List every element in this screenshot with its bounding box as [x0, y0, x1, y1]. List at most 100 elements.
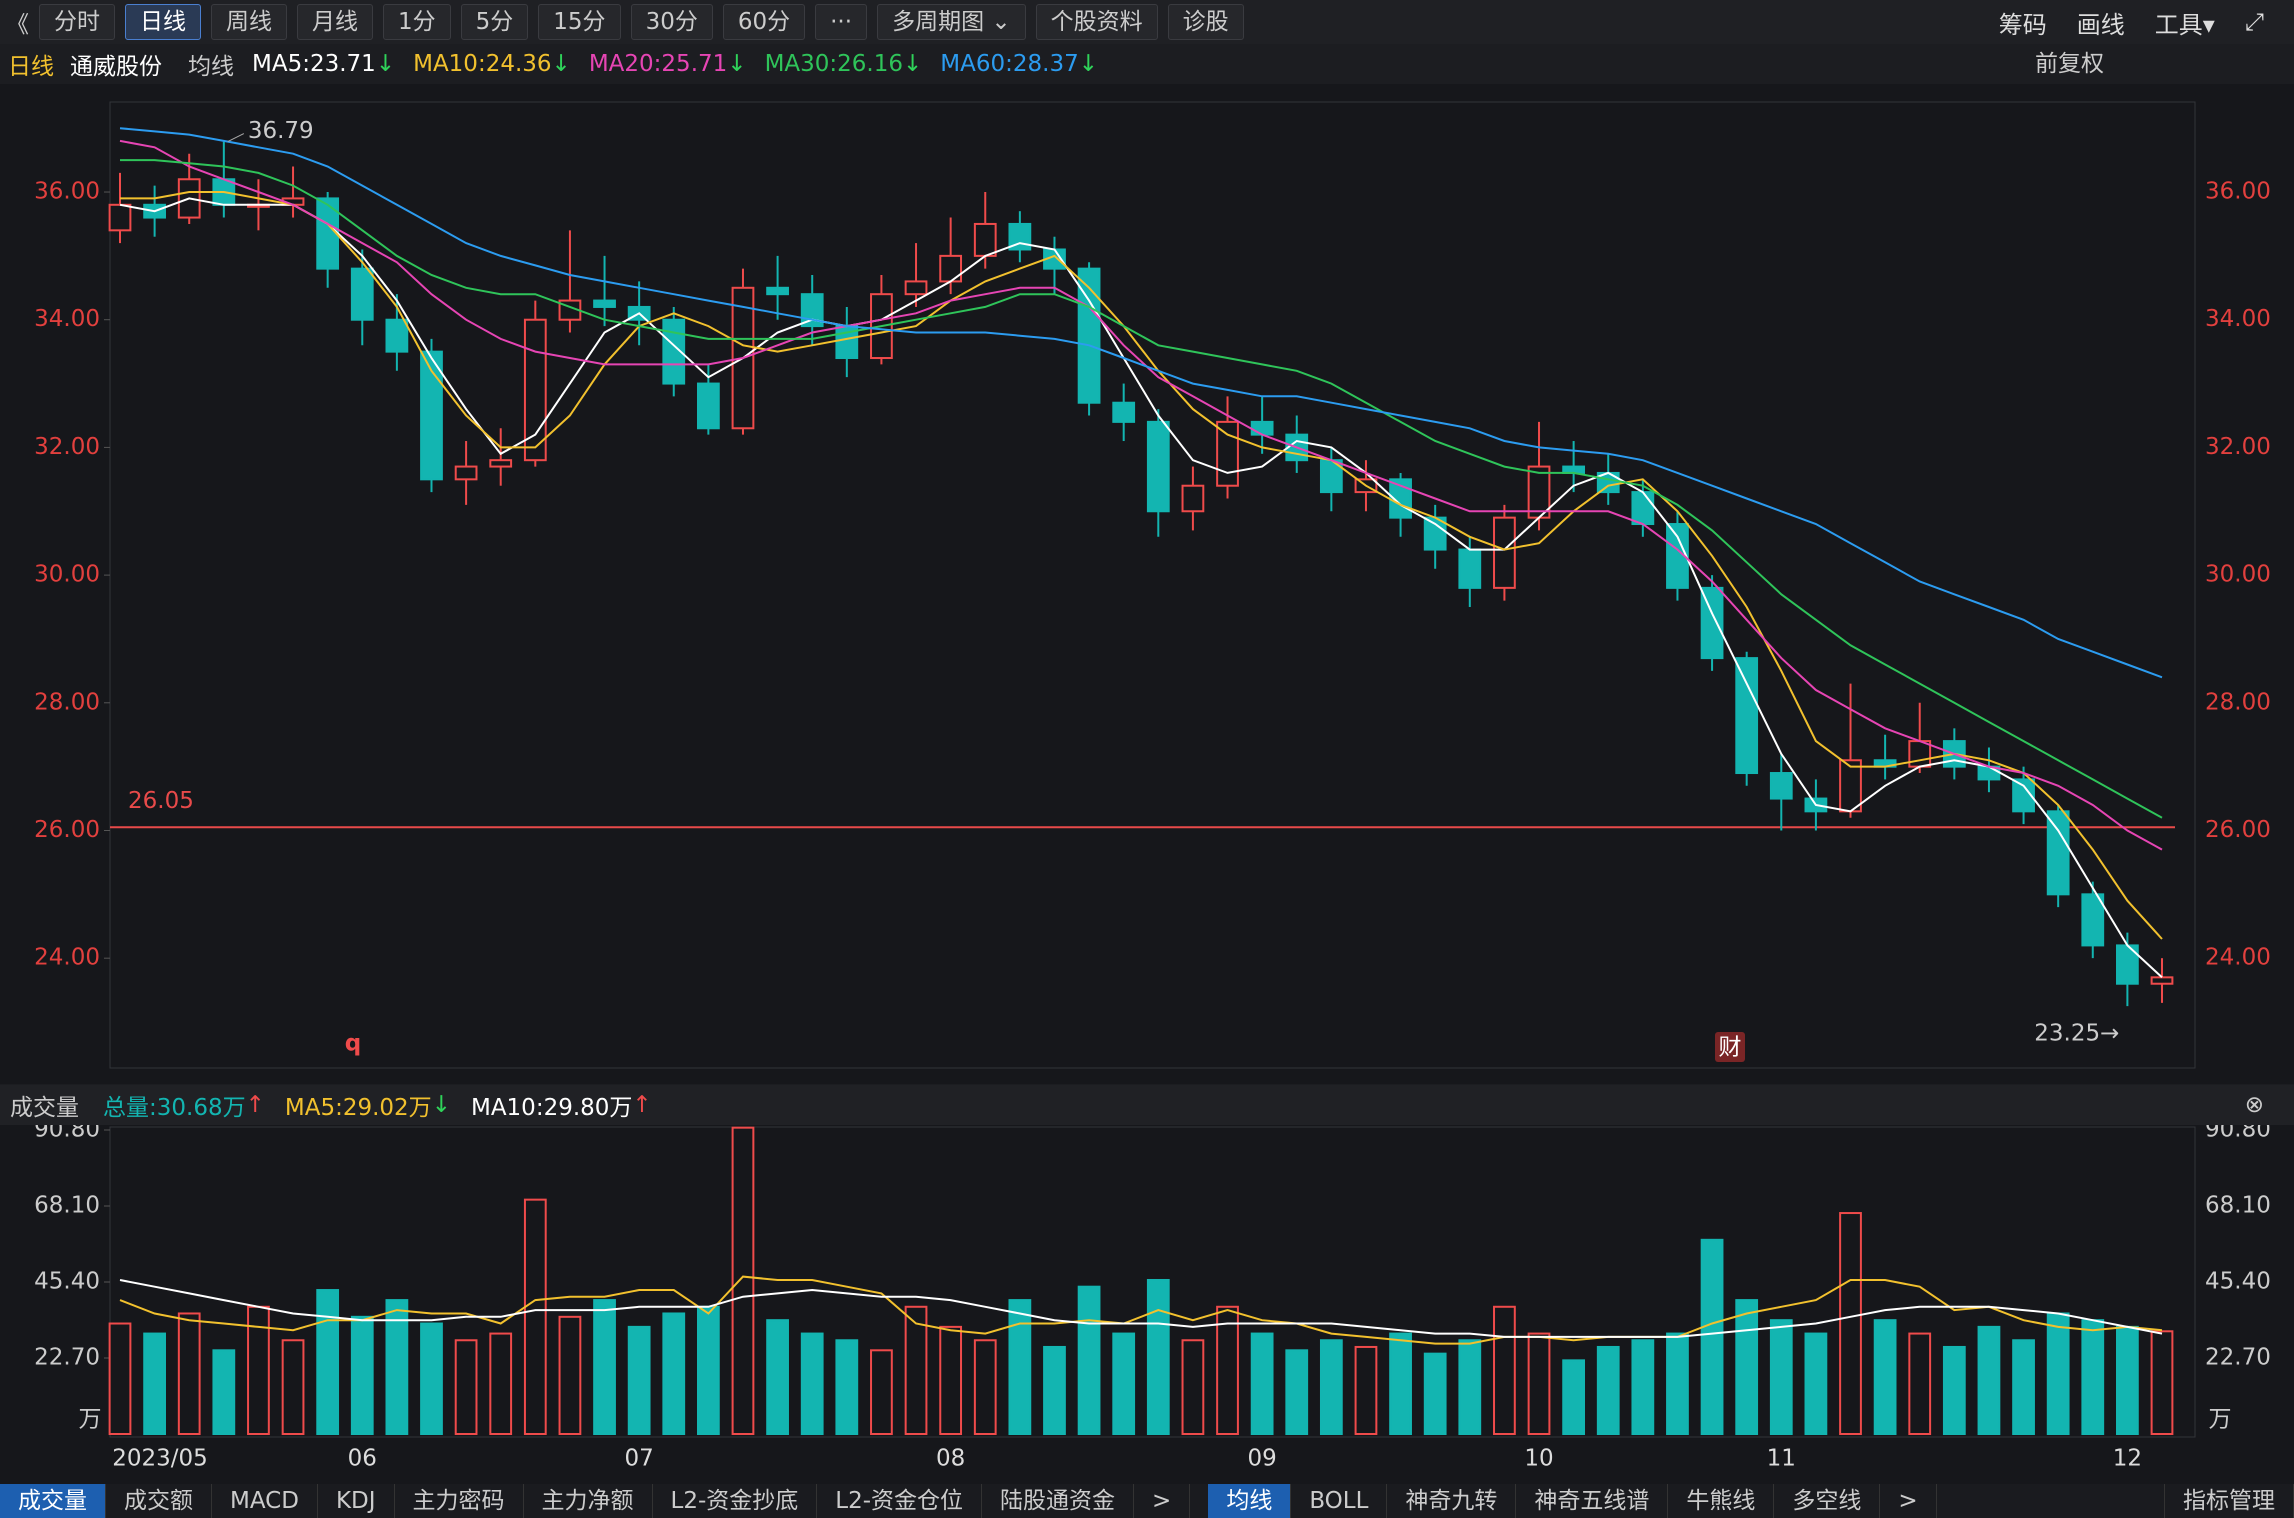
period-button[interactable]: 个股资料	[1035, 4, 1158, 40]
indicator-tab[interactable]: 牛熊线	[1668, 1484, 1775, 1518]
volume-arrow: ↑	[632, 1092, 652, 1118]
price-bg	[0, 84, 2294, 1084]
period-button[interactable]: 诊股	[1167, 4, 1244, 40]
y-tick-label: 34.00	[34, 306, 100, 332]
volume-bar	[316, 1289, 340, 1435]
volume-header: 成交量 ⊗ 总量:30.68万 ↑ MA5:29.02万 ↓ MA10:29.80万 ↑	[0, 1085, 2294, 1125]
tool-button[interactable]: 工具▾	[2154, 10, 2215, 39]
volume-bar	[1354, 1345, 1378, 1436]
candle-body	[1666, 523, 1689, 589]
manage-tab[interactable]: 指标管理	[2164, 1484, 2294, 1518]
indicator-tab[interactable]: MACD	[212, 1484, 318, 1518]
adjust[interactable]: 前复权	[2035, 51, 2104, 77]
x-tick-label: 2023/05	[112, 1446, 208, 1472]
candle-body	[2081, 893, 2105, 947]
period-button[interactable]: 5分	[460, 4, 529, 40]
volume-bar	[662, 1312, 686, 1436]
period-button[interactable]: 月线	[297, 4, 373, 40]
volume-bar	[1146, 1278, 1170, 1435]
candle-body	[593, 299, 616, 308]
indicator-tab[interactable]: >	[1134, 1484, 1191, 1518]
volume-bar	[870, 1349, 893, 1436]
volume-bar	[593, 1299, 616, 1436]
y-tick-label-right: 26.00	[2205, 817, 2271, 843]
candle-body	[1458, 548, 1482, 589]
volume-bar	[177, 1312, 201, 1436]
indicator-tab[interactable]: 神奇五线谱	[1516, 1484, 1669, 1518]
indicator-tab[interactable]: 神奇九转	[1387, 1484, 1517, 1518]
period-button[interactable]: ···	[815, 4, 868, 40]
volume-bar	[1596, 1345, 1620, 1436]
period-button[interactable]: 30分	[630, 4, 713, 40]
candle-body	[696, 382, 720, 430]
period-button[interactable]: 15分	[538, 4, 621, 40]
indicator-tab[interactable]: L2-资金仓位	[817, 1484, 983, 1518]
close-icon[interactable]: ⊗	[2244, 1092, 2264, 1118]
period-button[interactable]: 多周期图 ⌄	[877, 4, 1026, 40]
volume-bar	[731, 1126, 755, 1435]
volume-ma-line	[119, 1275, 2163, 1345]
indicator-tab[interactable]: 成交额	[106, 1484, 212, 1518]
y-tick-label: 36.00	[34, 179, 100, 205]
x-tick-label: 10	[1524, 1446, 1553, 1472]
ma-arrow: ↓	[727, 51, 747, 77]
indicator-tab[interactable]: 多空线	[1774, 1484, 1881, 1518]
volume-bar	[1804, 1332, 1828, 1436]
indicator-tab[interactable]: BOLL	[1291, 1484, 1388, 1518]
candle-body	[1077, 267, 1101, 404]
volume-bar	[1666, 1332, 1689, 1436]
volume-bar	[800, 1332, 824, 1436]
volume-bar	[2046, 1312, 2070, 1436]
indicator-tab[interactable]: L2-资金抄底	[653, 1484, 818, 1518]
stock-name: 通威股份	[70, 54, 162, 80]
y-tick-label-right: 45.40	[2205, 1269, 2271, 1295]
y-tick-label-right: 24.00	[2205, 945, 2271, 971]
tool-button[interactable]: 筹码	[1998, 10, 2047, 39]
candle-body	[385, 318, 409, 353]
period-button[interactable]: 日线	[125, 4, 201, 40]
indicator-tab[interactable]: 成交量	[0, 1484, 106, 1518]
indicator-tab[interactable]: 陆股通资金	[982, 1484, 1135, 1518]
volume-bar	[523, 1198, 547, 1435]
candle-body	[1493, 516, 1516, 589]
info-line: 日线 通威股份 均线 MA5:23.71 ↓ MA10:24.36 ↓ MA20:25.…	[0, 44, 2294, 84]
volume-bar	[939, 1325, 963, 1435]
volume-bar	[1493, 1305, 1516, 1435]
volume-bar	[1527, 1332, 1551, 1436]
volume-bar	[1216, 1305, 1239, 1435]
candle-body	[2012, 778, 2035, 813]
indicator-tab[interactable]: 主力密码	[395, 1484, 524, 1518]
volume-bar	[108, 1322, 132, 1435]
volume-bar	[1250, 1332, 1274, 1436]
candle-body	[1146, 420, 1170, 513]
candle-body	[1631, 491, 1655, 526]
volume-bar	[1008, 1299, 1032, 1436]
indicator-tab[interactable]: 均线	[1208, 1484, 1292, 1518]
period-button[interactable]: 分时	[39, 4, 115, 40]
volume-bar	[1389, 1332, 1412, 1436]
back-button[interactable]: 《	[6, 12, 29, 38]
period-button[interactable]: 1分	[383, 4, 451, 40]
volume-title: 成交量	[10, 1095, 79, 1121]
volume-bar	[1839, 1212, 1862, 1436]
volume-bar	[1631, 1339, 1655, 1435]
volume-bar	[143, 1332, 166, 1436]
ma-arrow: ↓	[551, 51, 571, 77]
indicator-tab[interactable]: KDJ	[318, 1484, 395, 1518]
volume-bar	[1908, 1332, 1932, 1436]
high-label: 36.79	[248, 118, 314, 144]
period-button[interactable]: 周线	[211, 4, 287, 40]
y-tick-label: 68.10	[34, 1193, 100, 1219]
volume-bar	[489, 1332, 513, 1436]
indicator-tab[interactable]: >	[1880, 1484, 1937, 1518]
volume-bar	[1112, 1332, 1136, 1436]
reference-label: 26.05	[128, 788, 194, 814]
x-tick-label: 11	[1767, 1446, 1796, 1472]
volume-bar	[350, 1315, 374, 1436]
ma-legend: MA60:28.37	[940, 51, 1079, 77]
period-button[interactable]: 60分	[722, 4, 806, 40]
fullscreen-icon[interactable]: ⤢	[2244, 8, 2264, 36]
ma-arrow: ↓	[375, 51, 396, 77]
tool-button[interactable]: 画线	[2076, 10, 2125, 39]
indicator-tab[interactable]: 主力净额	[524, 1484, 653, 1518]
